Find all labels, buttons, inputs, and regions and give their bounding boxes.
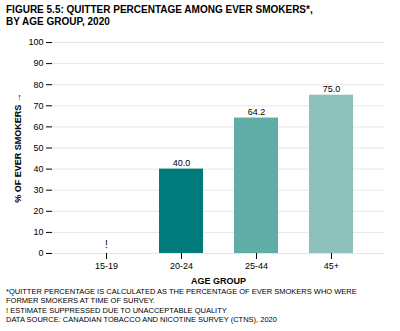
- svg-text:20: 20: [33, 206, 43, 216]
- svg-text:60: 60: [33, 122, 43, 132]
- svg-text:75.0: 75.0: [323, 84, 341, 94]
- html-text:FORMER SMOKERS AT TIME OF SURV: FORMER SMOKERS AT TIME OF SURVEY.: [6, 296, 155, 306]
- svg-text:40.0: 40.0: [173, 158, 191, 168]
- html-text:! ESTIMATE SUPPRESSED DUE TO U: ! ESTIMATE SUPPRESSED DUE TO UNACCEPTABL…: [6, 305, 227, 315]
- svg-text:10: 10: [33, 227, 43, 237]
- html-text:DATA SOURCE: CANADIAN TOBACCO: DATA SOURCE: CANADIAN TOBACCO AND NICOTI…: [6, 315, 277, 325]
- svg-text:45+: 45+: [324, 261, 339, 271]
- svg-text:100: 100: [28, 37, 43, 47]
- svg-text:40: 40: [33, 164, 43, 174]
- svg-text:25-44: 25-44: [245, 261, 268, 271]
- svg-text:30: 30: [33, 185, 43, 195]
- svg-text:80: 80: [33, 80, 43, 90]
- html-text:BY AGE GROUP, 2020: BY AGE GROUP, 2020: [6, 16, 110, 27]
- svg-text:64.2: 64.2: [248, 107, 266, 117]
- svg-text:% OF EVER SMOKERS →: % OF EVER SMOKERS →: [13, 93, 23, 203]
- svg-text:70: 70: [33, 101, 43, 111]
- svg-text:15-19: 15-19: [95, 261, 118, 271]
- svg-text:AGE GROUP: AGE GROUP: [191, 276, 246, 286]
- svg-text:20-24: 20-24: [170, 261, 193, 271]
- html-text:FIGURE 5.5: QUITTER PERCENTAGE: FIGURE 5.5: QUITTER PERCENTAGE AMONG EVE…: [6, 4, 313, 15]
- svg-text:0: 0: [38, 248, 43, 258]
- svg-text:90: 90: [33, 58, 43, 68]
- html-text:*QUITTER PERCENTAGE IS CALCULA: *QUITTER PERCENTAGE IS CALCULATED AS THE…: [6, 287, 357, 296]
- svg-text:!: !: [105, 239, 108, 250]
- svg-text:50: 50: [33, 143, 43, 153]
